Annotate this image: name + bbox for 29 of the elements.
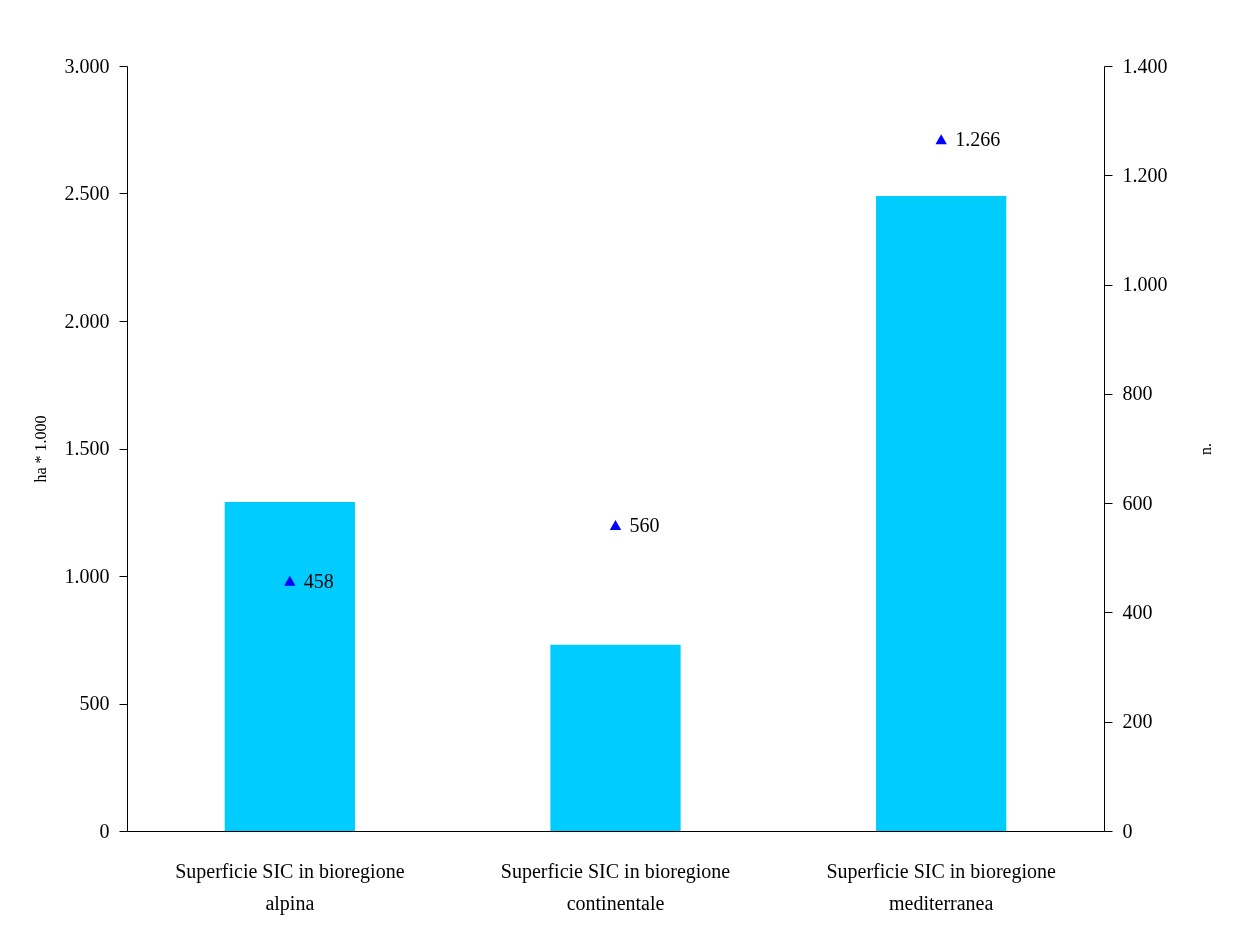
y2-tick-label: 800 (1122, 382, 1153, 405)
data-label: 458 (303, 569, 334, 592)
y-tick-label: 0 (99, 819, 110, 842)
y2-tick-label: 200 (1122, 710, 1153, 733)
bar (224, 502, 355, 831)
y-tick-label: 1.500 (64, 437, 110, 459)
y-tick-label: 3.000 (64, 54, 110, 77)
point (609, 520, 622, 530)
y-tick-label: 2.000 (64, 309, 110, 332)
y2-tick-label: 1.000 (1122, 273, 1168, 296)
data-label: 560 (629, 514, 660, 536)
y-tick-label: 2.500 (64, 182, 110, 204)
data-label: 1.266 (955, 128, 1001, 151)
x-tick-label: Superficie SIC in bioregione continentale (500, 859, 731, 914)
x-tick-label: Superficie SIC in bioregione alpina (175, 859, 405, 915)
y-axis-title: ha * 1.000 (31, 415, 49, 483)
y-tick-label: 500 (79, 692, 110, 714)
y2-tick-label: 600 (1122, 491, 1153, 514)
point (284, 575, 296, 586)
point (935, 134, 947, 145)
bar (876, 196, 1007, 831)
bar (550, 644, 681, 831)
y2-tick-label: 1.400 (1122, 54, 1168, 77)
y-tick-label: 1.000 (64, 564, 110, 587)
y2-tick-label: 400 (1122, 600, 1153, 623)
y2-axis-title: n. (1196, 443, 1214, 455)
y2-tick-label: 0 (1122, 819, 1133, 842)
x-tick-label: Superficie SIC in bioregione mediterranea (826, 859, 1056, 914)
y2-tick-label: 1.200 (1122, 163, 1168, 186)
